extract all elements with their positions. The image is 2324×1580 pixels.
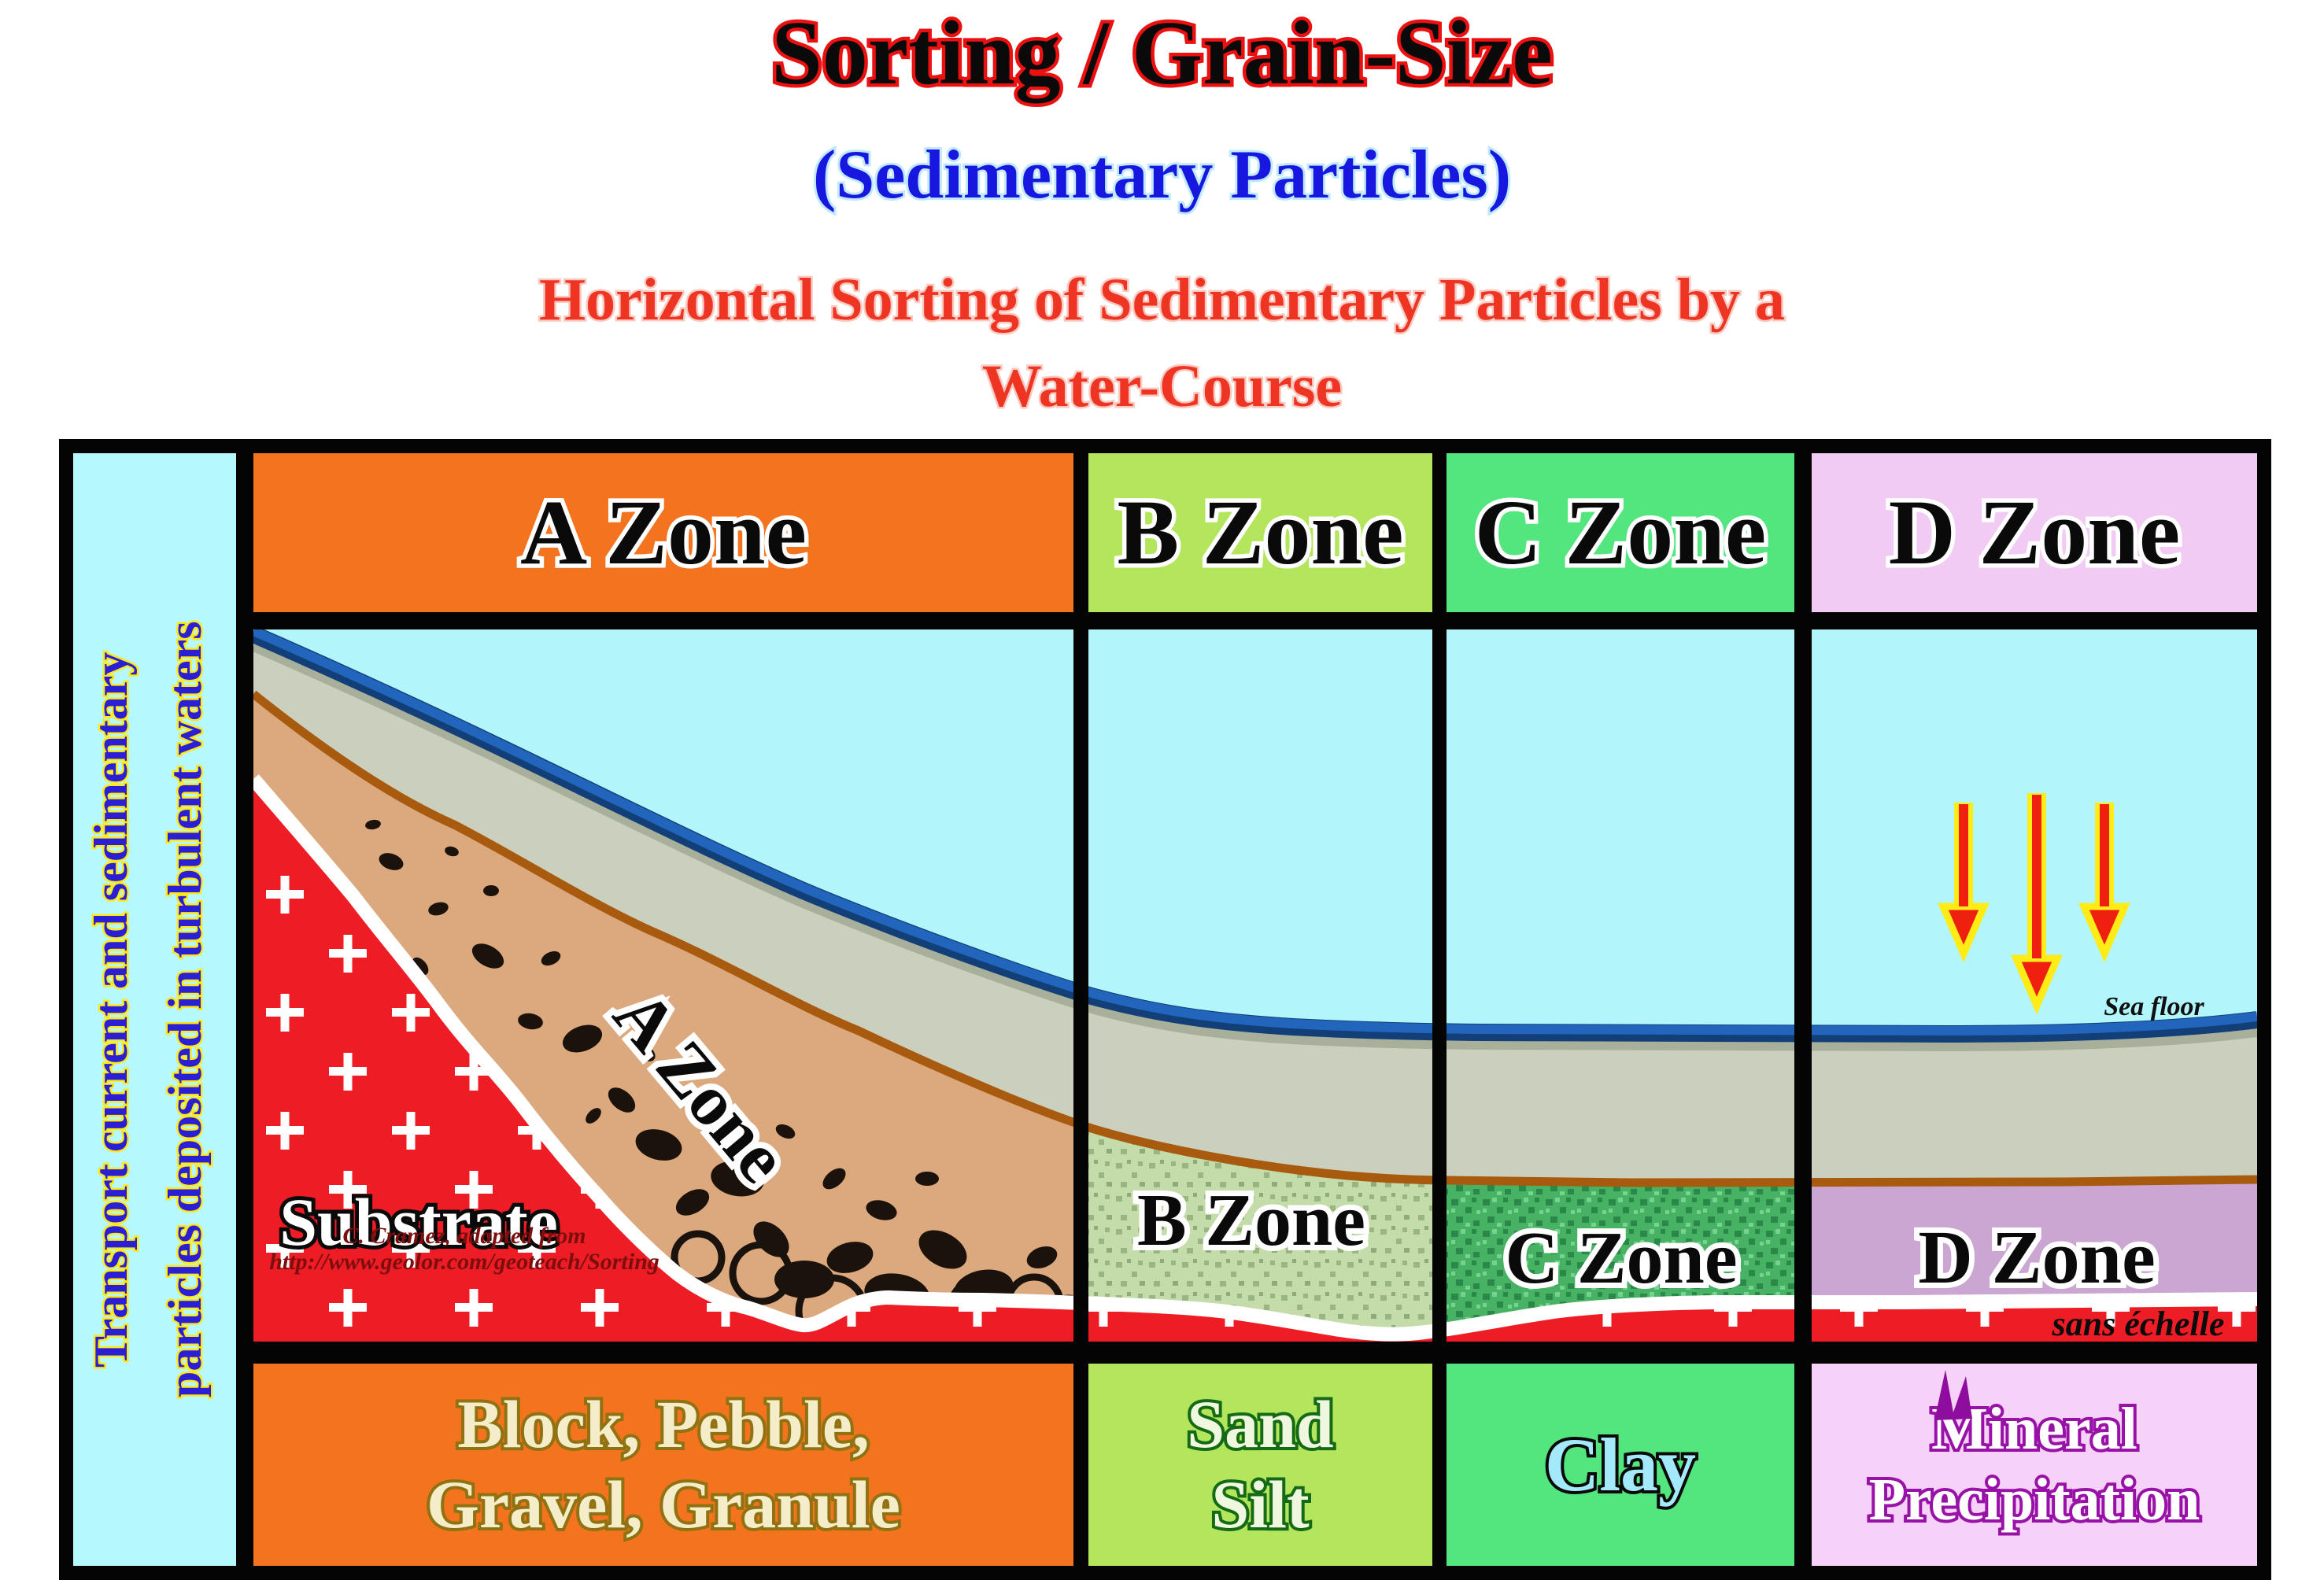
settling-arrows [1938,793,2130,1015]
grain-label-d-line2: Precipitation [1866,1464,2204,1536]
sidebar-caption-line2: particles deposited in turbulent waters [157,619,213,1400]
grain-label-b-line1: Sand [1184,1383,1336,1465]
substrate-cross-pattern [253,779,2257,1342]
zone-header-d: D Zone [1812,453,2257,612]
grain-label-d: Mineral Precipitation [1812,1364,2257,1566]
grain-label-a-line1: Block, Pebble, [454,1383,872,1465]
zone-dividers [1073,629,1812,1342]
grain-label-c: Clay [1446,1364,1794,1566]
sediment-fringe [253,642,2257,1052]
grain-label-c-text: Clay [1542,1419,1699,1510]
b-zone-diagram-label: B Zone [1137,1179,1365,1261]
grain-label-a-line2: Gravel, Granule [423,1463,903,1545]
down-arrow-icon [2078,803,2130,963]
c-zone-diagram-label: C Zone [1505,1217,1737,1299]
page-title: Sorting / Grain-Size [768,0,1556,108]
zone-header-a: A Zone [253,453,1073,612]
zone-header-b: B Zone [1088,453,1432,612]
substrate-label: Substrate [279,1184,558,1260]
grain-label-b: Sand Silt [1088,1364,1432,1566]
credit-line2: http://www.geolor.com/geoteach/Sorting [269,1249,660,1275]
heading-line1: Horizontal Sorting of Sedimentary Partic… [537,265,1786,335]
grain-label-a: Block, Pebble, Gravel, Granule [253,1364,1073,1566]
sidebar-caption-line1: Transport current and sedimentary [83,650,139,1369]
sediment-b-texture [1088,1127,1432,1342]
down-arrow-icon [1938,803,1990,963]
d-zone-diagram-label: D Zone [1918,1215,2155,1299]
white-boundary-line [253,774,2257,1342]
sidebar-caption: Transport current and sedimentary partic… [73,453,236,1566]
sea-floor-label: Sea floor [2104,992,2204,1021]
credit-line1: C. Cramez, adapted from [342,1223,586,1249]
down-arrow-icon [2011,793,2063,1015]
brown-boundary-line [253,690,2257,1187]
cross-section-drawing: A Zone Substrate B Zone C Zone D Zone Se… [253,629,2257,1342]
grain-label-b-line2: Silt [1208,1463,1312,1545]
scale-note-label: sans échelle [2052,1305,2225,1342]
zone-header-c: C Zone [1446,453,1794,612]
starburst-icon [1934,1370,1972,1420]
page-subtitle: (Sedimentary Particles) [811,135,1513,216]
heading-line2: Water-Course [980,352,1343,422]
sea-floor-line [253,629,2257,1043]
